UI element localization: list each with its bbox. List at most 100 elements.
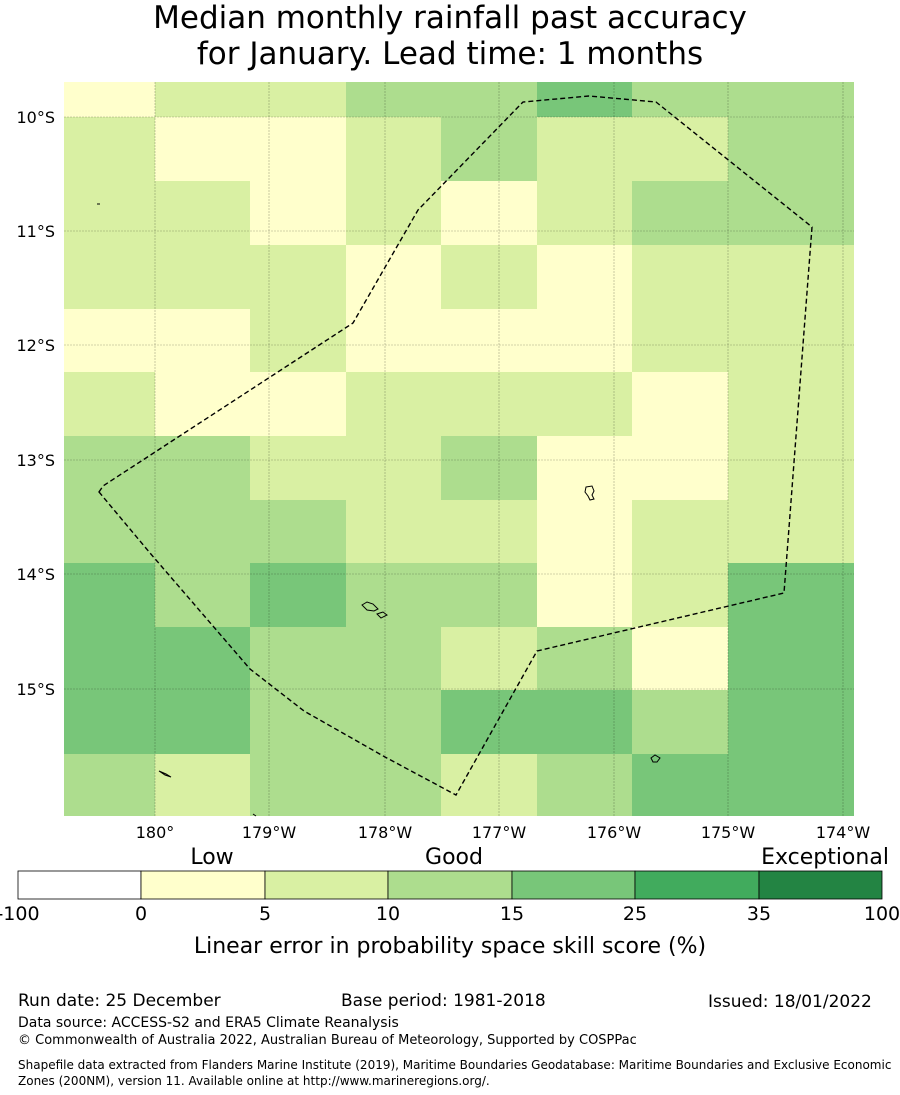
longitude-label: 180° — [136, 823, 175, 842]
colorbar-axis-label: Linear error in probability space skill … — [194, 934, 706, 959]
map-title-line-1: Median monthly rainfall past accuracy — [153, 0, 747, 36]
shapefile-credit: Shapefile data extracted from Flanders M… — [18, 1058, 892, 1088]
grid-cell — [250, 181, 346, 245]
colorbar-tick-label: 35 — [747, 903, 771, 925]
latitude-label: 14°S — [16, 565, 55, 584]
grid-cell — [155, 690, 250, 754]
grid-cell — [441, 690, 537, 754]
grid-cell — [155, 754, 250, 816]
grid-cell — [250, 627, 346, 690]
copyright: © Commonwealth of Australia 2022, Austra… — [18, 1033, 637, 1048]
latitude-labels: 10°S 11°S 12°S 13°S 14°S 15°S — [16, 108, 55, 699]
grid-cell — [155, 436, 250, 500]
longitude-label: 176°W — [587, 823, 642, 842]
grid-cell — [64, 690, 155, 754]
grid-cell — [155, 181, 250, 245]
latitude-label: 11°S — [16, 222, 55, 241]
data-source: Data source: ACCESS-S2 and ERA5 Climate … — [18, 1015, 399, 1031]
grid-cell — [346, 309, 441, 372]
colorbar-tick-label: 10 — [376, 903, 400, 925]
colorbar: -100 0 5 10 15 25 35 100 Low Good Exceptional Linea… — [0, 845, 900, 959]
colorbar-tick-label: 15 — [500, 903, 524, 925]
grid-cell — [441, 436, 537, 500]
grid-cell — [155, 372, 250, 436]
colorbar-tick-label: -100 — [0, 903, 40, 925]
grid-cell — [155, 82, 250, 117]
grid-cell — [728, 627, 854, 690]
grid-cell — [537, 627, 632, 690]
grid-cell — [728, 436, 854, 500]
grid-cell — [250, 309, 346, 372]
grid-cell — [537, 436, 632, 500]
colorbar-segment — [17, 870, 142, 900]
grid-cell — [537, 372, 632, 436]
grid-cell — [346, 436, 441, 500]
colorbar-tick-label: 5 — [259, 903, 271, 925]
grid-cell — [632, 309, 728, 372]
grid-cell — [346, 754, 441, 816]
grid-cell — [250, 82, 346, 117]
grid-cell — [155, 563, 250, 627]
grid-cell — [537, 181, 632, 245]
grid-cell — [632, 436, 728, 500]
eez-boundary — [98, 95, 813, 796]
grid-cell — [346, 500, 441, 563]
island-outline — [584, 485, 595, 501]
grid-cell — [632, 627, 728, 690]
island-outline — [252, 813, 257, 817]
island-outline — [650, 754, 661, 763]
colorbar-category-label: Good — [425, 845, 483, 870]
grid-cell — [728, 754, 854, 816]
grid-cell — [346, 690, 441, 754]
colorbar-tick-label: 0 — [135, 903, 147, 925]
grid-cell — [155, 627, 250, 690]
grid-cell — [632, 245, 728, 309]
longitude-labels: 180° 179°W 178°W 177°W 176°W 175°W 174°W — [136, 823, 871, 842]
grid-cell — [155, 309, 250, 372]
grid-cell — [728, 181, 854, 245]
grid-cell — [632, 690, 728, 754]
longitude-label: 177°W — [472, 823, 527, 842]
grid-cell — [346, 117, 441, 181]
grid-cell — [155, 500, 250, 563]
grid-cell — [250, 372, 346, 436]
grid-cell — [728, 245, 854, 309]
grid-cell — [64, 82, 155, 117]
colorbar-segment — [264, 870, 389, 900]
grid-cell — [632, 754, 728, 816]
grid-cell — [346, 245, 441, 309]
latitude-label: 13°S — [16, 451, 55, 470]
colorbar-segment — [387, 870, 513, 900]
grid-cell — [632, 372, 728, 436]
grid-cell — [537, 690, 632, 754]
grid-cell — [441, 500, 537, 563]
island-outline — [361, 601, 379, 612]
colorbar-segment — [634, 870, 760, 900]
grid-cell — [632, 181, 728, 245]
grid-cell — [250, 245, 346, 309]
grid-cell — [728, 117, 854, 181]
colorbar-category-label: Exceptional — [761, 845, 889, 870]
grid-cell — [441, 82, 537, 117]
map-title-line-2: for January. Lead time: 1 months — [196, 36, 704, 72]
grid-cell — [632, 82, 728, 117]
grid-cell — [441, 245, 537, 309]
grid-cell — [64, 563, 155, 627]
grid-cell — [346, 563, 441, 627]
latitude-label: 12°S — [16, 336, 55, 355]
longitude-label: 175°W — [701, 823, 756, 842]
issued-date: Issued: 18/01/2022 — [708, 992, 872, 1012]
colorbar-tick-label: 100 — [864, 903, 900, 925]
grid-cell — [537, 245, 632, 309]
grid-cell — [250, 436, 346, 500]
grid-cell — [441, 181, 537, 245]
grid-cell — [537, 82, 632, 117]
grid-cell — [537, 309, 632, 372]
grid-cell — [250, 690, 346, 754]
grid-cell — [537, 563, 632, 627]
grid-cell — [250, 500, 346, 563]
grid-cell — [64, 372, 155, 436]
grid-cell — [155, 117, 250, 181]
grid-cell — [728, 309, 854, 372]
grid-cell — [537, 500, 632, 563]
